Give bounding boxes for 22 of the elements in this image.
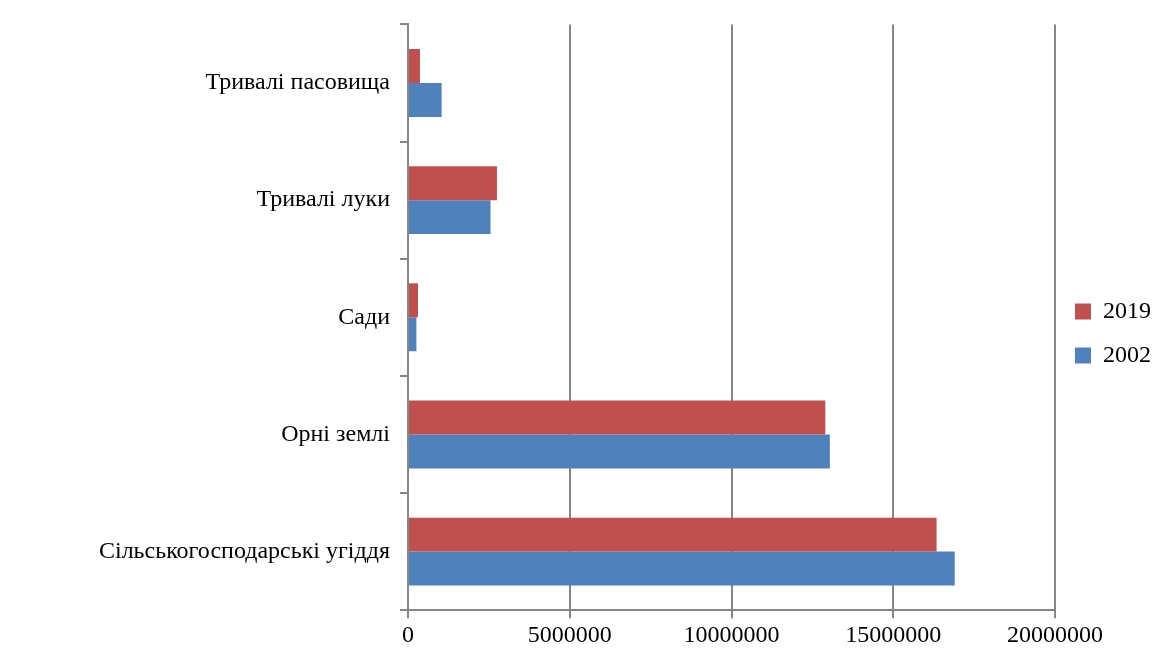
bar: [409, 166, 497, 201]
bar: [409, 317, 417, 352]
bar: [409, 283, 419, 318]
bar: [409, 434, 830, 469]
x-tick-label: 5000000: [527, 620, 612, 647]
x-tick-label: 0: [402, 620, 414, 647]
y-tick-label: Орні землі: [281, 419, 391, 446]
bar: [409, 551, 955, 586]
x-tick-label: 10000000: [683, 620, 780, 647]
legend-label: 2002: [1103, 340, 1151, 367]
bar: [409, 82, 442, 117]
y-tick-label: Сади: [338, 302, 391, 329]
x-tick-label: 20000000: [1007, 620, 1103, 647]
bar: [409, 200, 491, 235]
y-tick-label: Тривалі пасовища: [205, 68, 391, 95]
x-tick-label: 15000000: [845, 620, 942, 647]
bar: [409, 49, 420, 83]
y-tick-label: Сільськогосподарські угіддя: [98, 536, 390, 563]
legend-label: 2019: [1103, 296, 1151, 323]
y-tick-label: Тривалі луки: [256, 185, 391, 212]
bar: [409, 400, 826, 435]
bar: [409, 517, 937, 552]
